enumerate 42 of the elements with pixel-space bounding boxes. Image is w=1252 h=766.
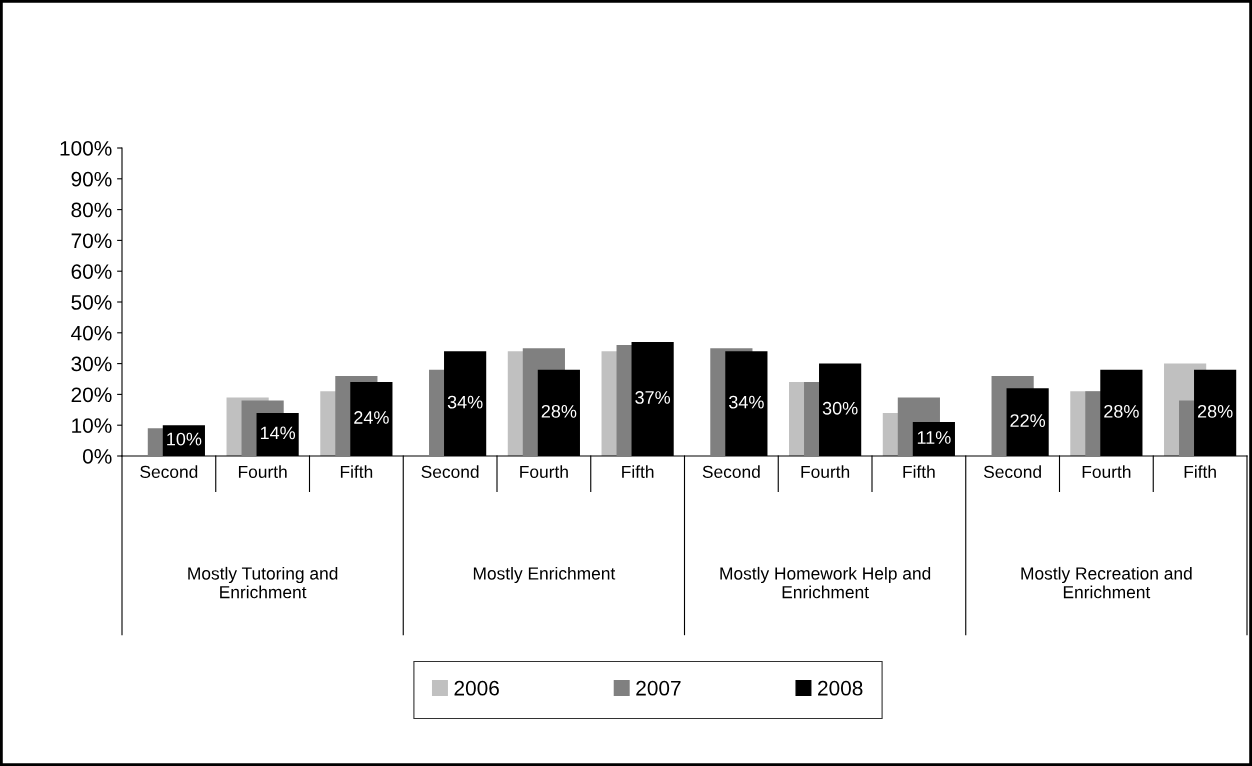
- x-tick-label: Fifth: [340, 465, 373, 478]
- x-tick-label: Fourth: [1082, 465, 1131, 478]
- y-tick-label: 10%: [72, 418, 112, 433]
- legend-label: 2008: [818, 680, 863, 696]
- y-tick-label: 70%: [71, 233, 112, 249]
- x-tick-label: Fifth: [1184, 465, 1216, 478]
- text: Mostly Homework Help and Enrichment: [720, 566, 931, 599]
- x-tick-label: Second: [140, 465, 198, 478]
- data-label: 30%: [822, 401, 858, 415]
- data-label: 28%: [1104, 404, 1139, 418]
- text: Mostly Tutoring and Enrichment: [188, 566, 338, 599]
- data-label: 34%: [447, 395, 483, 409]
- data-label: 28%: [541, 404, 577, 418]
- x-tick-label: Fourth: [801, 465, 850, 478]
- x-tick-label: Second: [983, 465, 1041, 478]
- legend-label: 2006: [454, 680, 499, 696]
- y-tick-label: 90%: [71, 171, 112, 187]
- text: Mostly Recreation and Enrichment: [1021, 566, 1192, 599]
- data-label: 10%: [167, 432, 202, 446]
- x-tick-label: Fifth: [903, 465, 935, 478]
- data-label: 37%: [635, 391, 671, 404]
- x-tick-label: Fourth: [238, 465, 287, 478]
- y-tick-label: 0%: [82, 449, 112, 464]
- legend-label: 2007: [636, 680, 681, 696]
- y-tick-label: 60%: [71, 264, 112, 279]
- y-tick-label: 40%: [71, 325, 112, 341]
- y-tick-label: 80%: [71, 202, 112, 218]
- data-label: 28%: [1197, 404, 1233, 418]
- y-tick-label: 20%: [71, 387, 112, 403]
- y-tick-label: 50%: [71, 295, 112, 310]
- data-label: 22%: [1010, 414, 1046, 427]
- data-label: 14%: [260, 426, 296, 440]
- text: Mostly Enrichment: [473, 566, 616, 584]
- data-label: 24%: [354, 411, 389, 424]
- x-tick-label: Second: [421, 465, 479, 478]
- data-label: 34%: [729, 395, 764, 409]
- y-tick-label: 100%: [60, 141, 112, 156]
- y-tick-label: 30%: [71, 356, 112, 372]
- x-tick-label: Second: [702, 465, 760, 478]
- x-tick-label: Fourth: [520, 465, 568, 478]
- data-label: 11%: [917, 431, 951, 444]
- x-tick-label: Fifth: [622, 465, 654, 478]
